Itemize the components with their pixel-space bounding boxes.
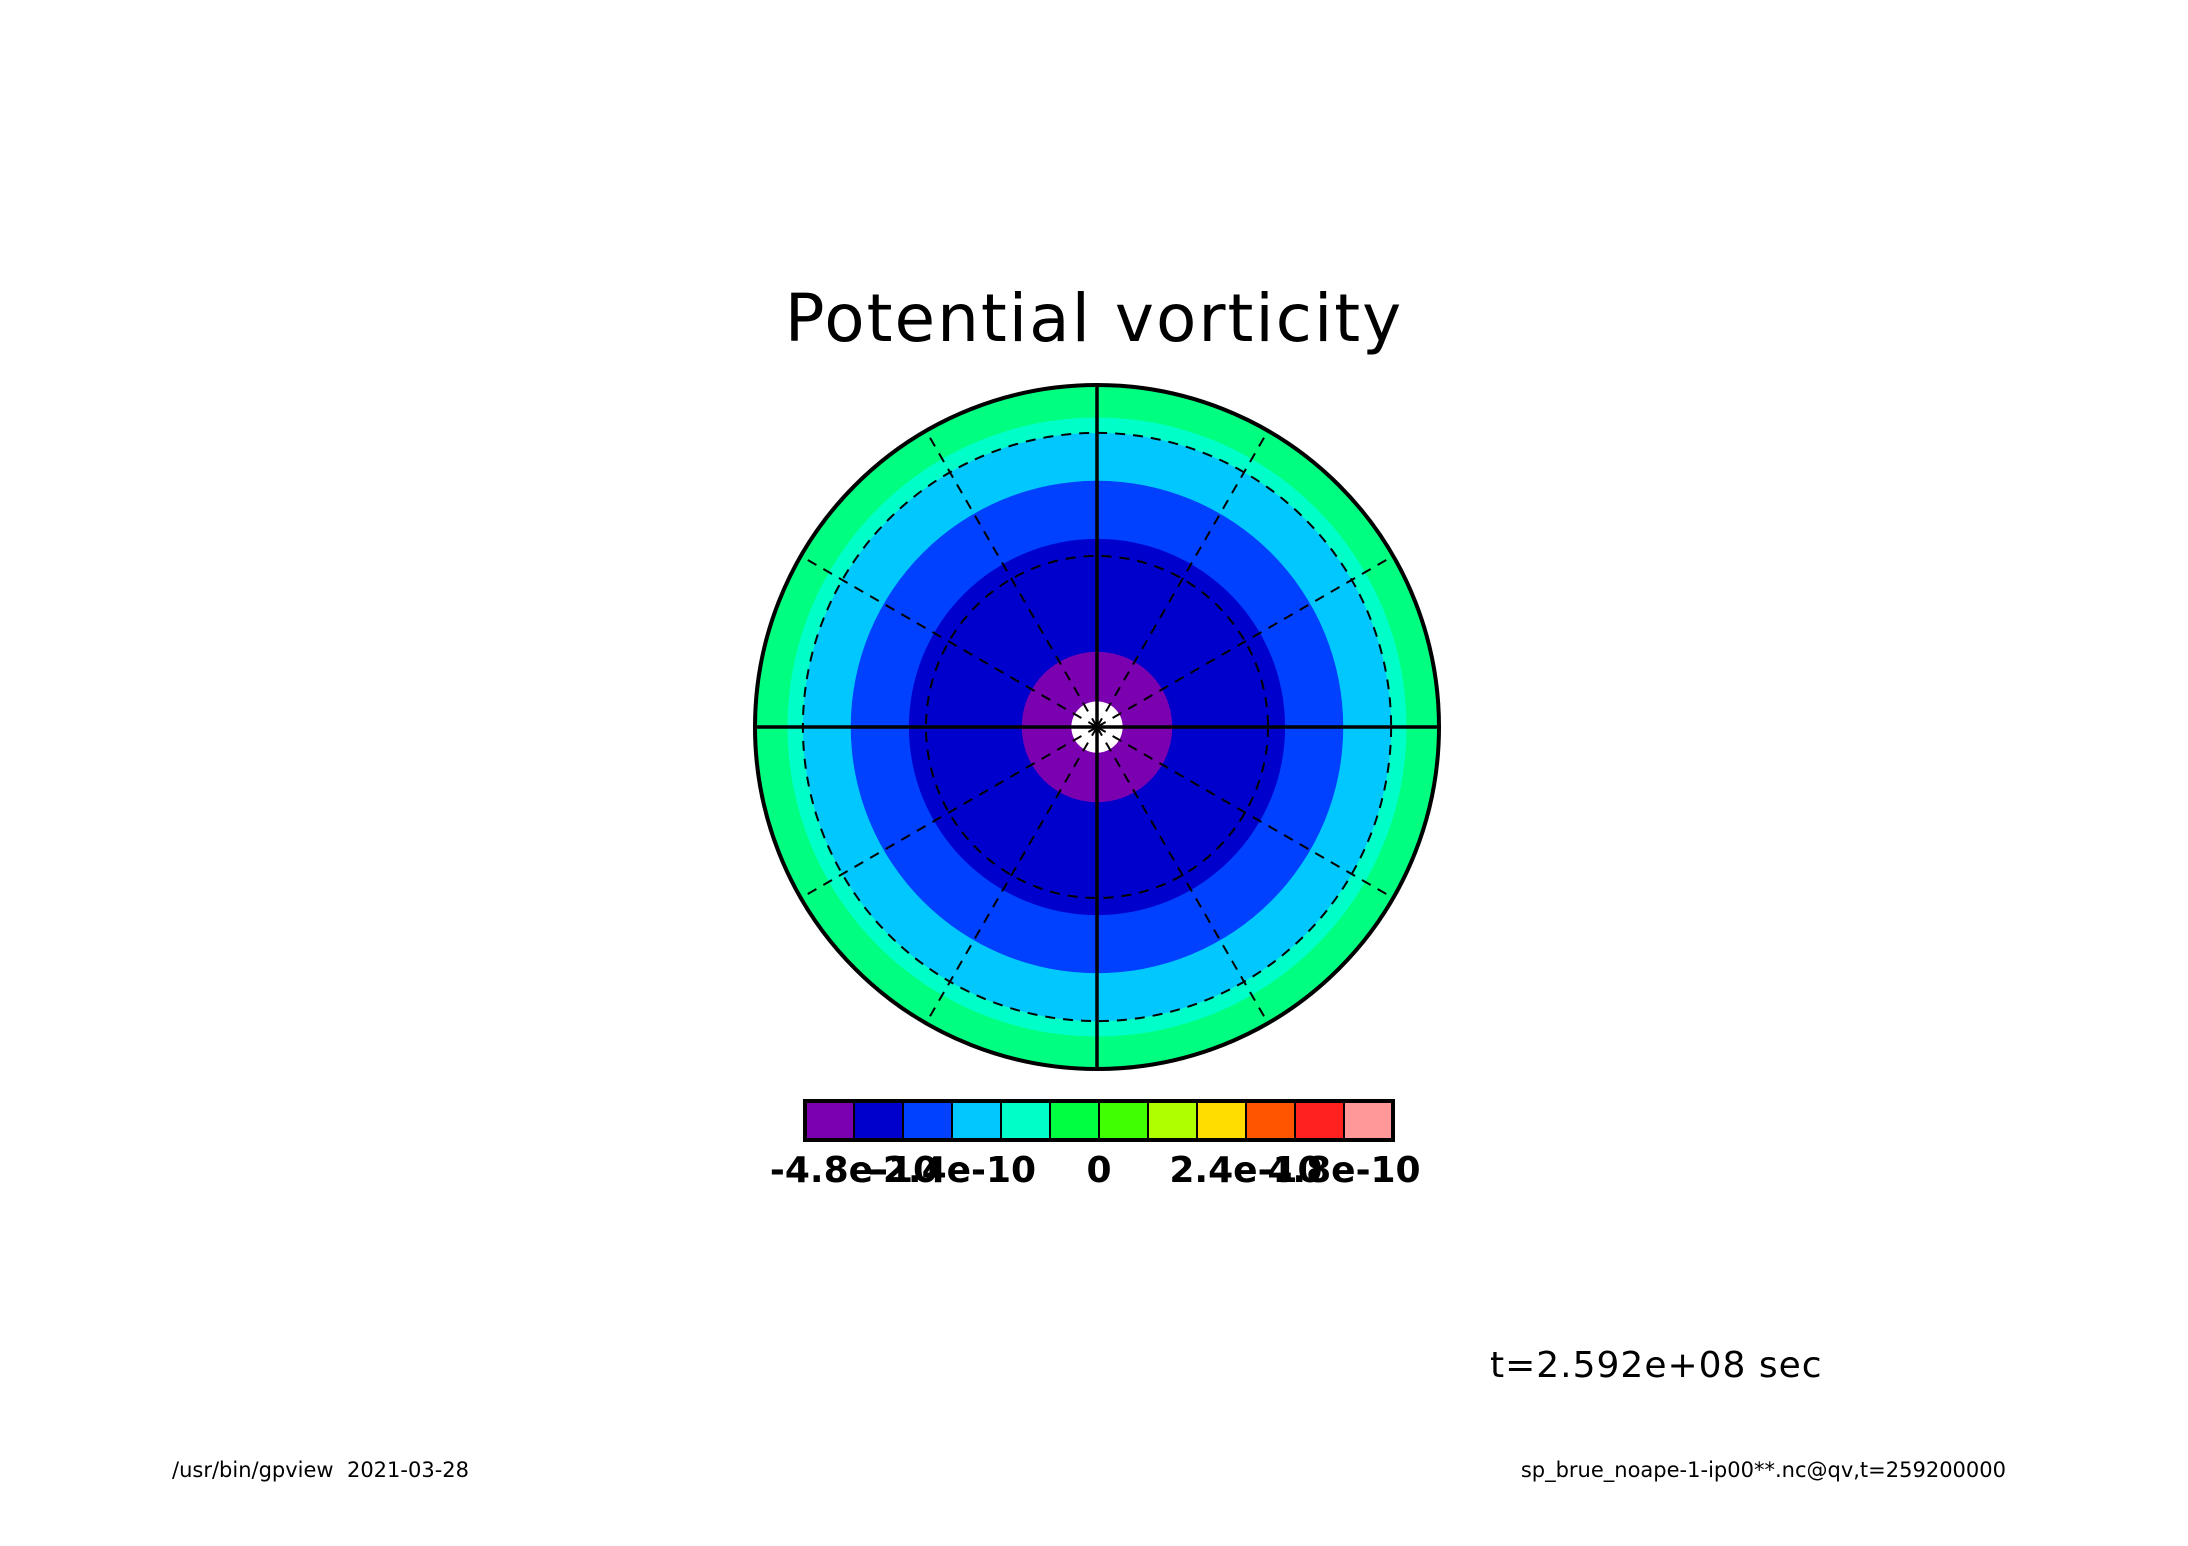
colorbar-swatch-0 [804,1100,855,1141]
colorbar-tick-label: 2.4e-10 [1169,1150,1322,1191]
colorbar-swatch-10 [1294,1100,1345,1141]
colorbar-tick-label: -2.4e-10 [868,1150,1036,1191]
footer-file-variable: sp_brue_noape-1-ip00**.nc@qv,t=259200000 [1520,1458,2006,1482]
colorbar-swatch-8 [1196,1100,1247,1141]
meridian-30 [1096,555,1394,728]
colorbar-frame [803,1099,1395,1142]
colorbar-swatch-1 [853,1100,904,1141]
colorbar-tick-label: 0 [1086,1150,1111,1191]
colorbar-swatch-5 [1049,1100,1100,1141]
colorbar-swatch-9 [1245,1100,1296,1141]
colorbar-swatch-4 [1000,1100,1051,1141]
colorbar: -4.8e-10-2.4e-10 0 2.4e-104.8e-10 [770,1099,1421,1191]
chart-title: Potential vorticity [784,280,1404,357]
footer-program-date: /usr/bin/gpview 2021-03-28 [172,1458,469,1482]
colorbar-swatch-7 [1147,1100,1198,1141]
colorbar-swatch-6 [1098,1100,1149,1141]
colorbar-tick-label: -4.8e-10 [770,1150,938,1191]
colorbar-swatch-2 [902,1100,953,1141]
meridian-60 [1096,430,1269,728]
meridian-150 [800,555,1098,728]
colorbar-swatch-11 [1343,1100,1394,1141]
colorbar-swatch-3 [951,1100,1002,1141]
plot-boundary-circle [753,383,1441,1071]
meridian-300 [1096,726,1269,1024]
time-label: t=2.592e+08 sec [1490,1345,1823,1386]
meridian-210 [800,726,1098,899]
meridian-120 [925,430,1098,728]
meridian-330 [1096,726,1394,899]
colorbar-tick-label: 4.8e-10 [1267,1150,1420,1191]
graticule-grid [755,385,1439,1069]
meridian-240 [925,726,1098,1024]
